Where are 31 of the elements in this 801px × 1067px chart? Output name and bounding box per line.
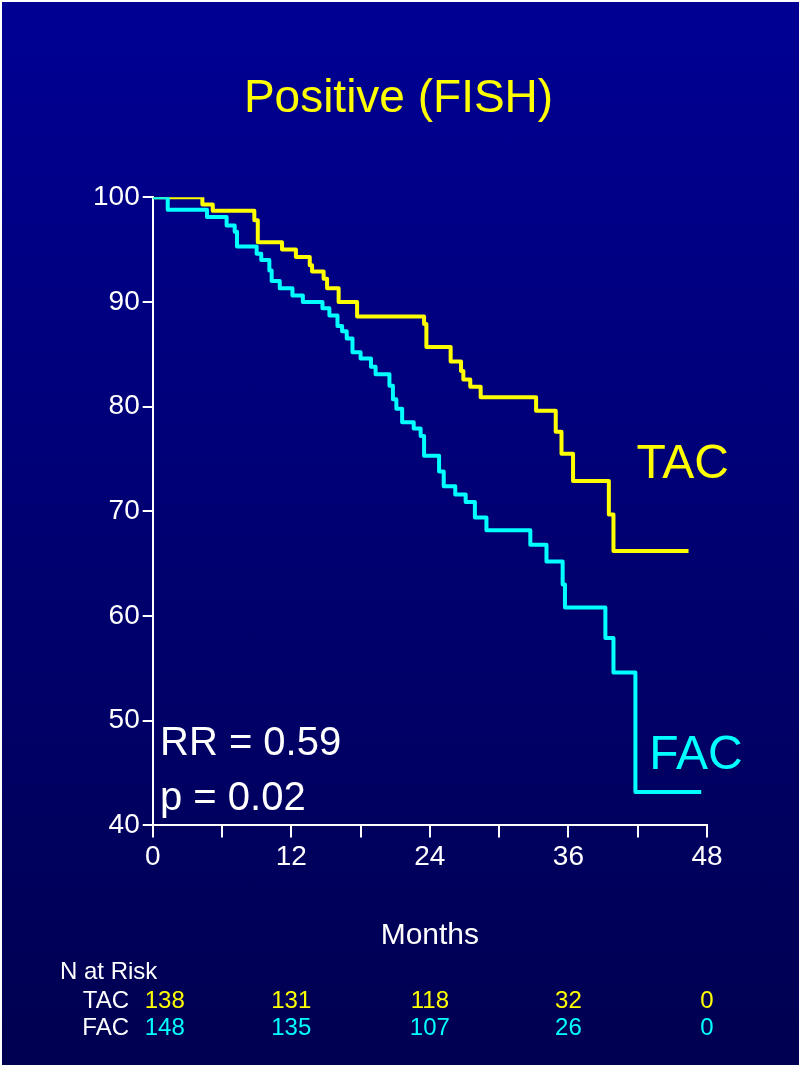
annotation: p = 0.02 (160, 774, 306, 818)
y-tick-label: 90 (108, 284, 140, 316)
x-axis-title: Months (380, 917, 480, 950)
text: 138 (144, 986, 185, 1013)
text: 107 (409, 1013, 450, 1040)
x-tick-label: 36 (552, 839, 585, 871)
series-label: TAC (636, 435, 729, 489)
text: FAC (82, 1013, 129, 1040)
y-tick-label: 100 (93, 179, 140, 211)
text: 32 (555, 986, 582, 1013)
series-label: FAC (649, 726, 743, 780)
annotation: RR = 0.59 (160, 719, 342, 763)
text: 0 (700, 1013, 714, 1040)
x-tick-label: 12 (275, 839, 307, 871)
y-tick-label: 70 (108, 494, 140, 526)
x-tick-label: 24 (414, 839, 446, 871)
x-tick-label: 0 (144, 839, 161, 871)
text: 131 (271, 986, 312, 1013)
chart-title: Positive (FISH) (243, 70, 554, 123)
y-tick-label: 40 (108, 808, 140, 840)
text: 135 (271, 1013, 312, 1040)
text: 148 (144, 1013, 185, 1040)
text: 0 (700, 986, 714, 1013)
text: N at Risk (60, 957, 159, 984)
y-tick-label: 50 (108, 703, 140, 735)
text: 26 (555, 1013, 582, 1040)
y-tick-label: 80 (108, 389, 140, 421)
text: TAC (82, 986, 129, 1013)
text: 118 (410, 986, 449, 1013)
y-tick-label: 60 (108, 598, 140, 630)
x-tick-label: 48 (691, 839, 723, 871)
